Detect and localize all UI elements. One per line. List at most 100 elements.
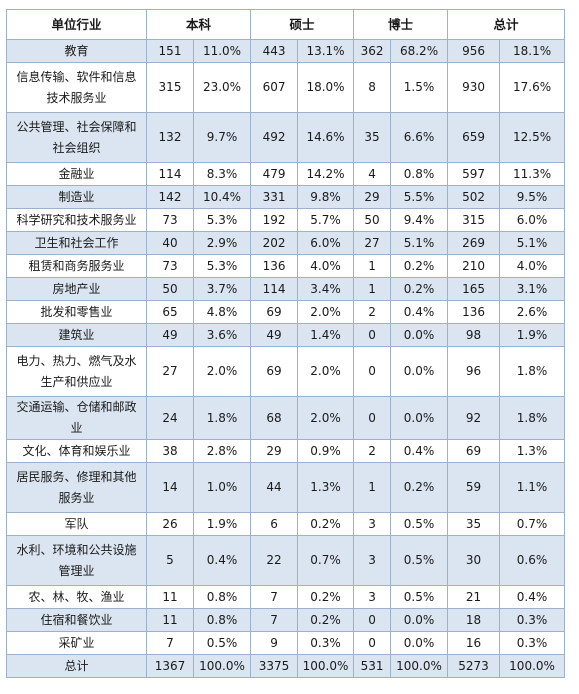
total-count-cell: 35: [447, 512, 501, 536]
table-row: 卫生和社会工作 40 2.9% 202 6.0% 27 5.1% 269 5.1%: [6, 231, 566, 255]
industry-cell: 公共管理、社会保障和社会组织: [6, 112, 147, 163]
master-count-cell: 202: [250, 231, 299, 255]
doctor-count-cell: 29: [353, 185, 392, 209]
total-count-cell: 502: [447, 185, 501, 209]
bachelor-count-cell: 151: [146, 39, 194, 63]
doctor-percent-cell: 0.0%: [390, 346, 449, 397]
total-count-cell: 98: [447, 323, 501, 347]
bachelor-percent-cell: 8.3%: [192, 162, 252, 186]
doctor-count-cell: 1: [353, 254, 392, 278]
bachelor-percent-cell: 11.0%: [192, 39, 252, 63]
doctor-count-cell: 362: [353, 39, 392, 63]
industry-cell: 采矿业: [6, 631, 147, 655]
bachelor-percent-cell: 0.8%: [192, 585, 252, 609]
total-percent-cell: 0.7%: [499, 512, 566, 536]
bachelor-count-cell: 73: [146, 208, 194, 232]
bachelor-count-cell: 40: [146, 231, 194, 255]
employment-by-industry-table: 单位行业 本科 硕士 博士 总计 教育 151 11.0% 443 13.1% 362 68…: [6, 9, 566, 678]
table-header: 单位行业 本科 硕士 博士 总计: [6, 9, 566, 40]
header-bachelor: 本科: [145, 9, 252, 40]
table-row: 信息传输、软件和信息技术服务业 315 23.0% 607 18.0% 8 1.5% 930 1…: [6, 62, 566, 113]
master-percent-cell: 6.0%: [297, 231, 355, 255]
total-percent-cell: 18.1%: [499, 39, 566, 63]
doctor-percent-cell: 0.8%: [390, 162, 449, 186]
total-count-cell: 59: [447, 462, 501, 513]
total-count-cell: 269: [447, 231, 501, 255]
master-percent-cell: 0.7%: [297, 535, 355, 586]
industry-cell: 文化、体育和娱乐业: [6, 439, 147, 463]
total-count-cell: 30: [447, 535, 501, 586]
doctor-percent-cell: 100.0%: [390, 654, 449, 678]
table-row: 房地产业 50 3.7% 114 3.4% 1 0.2% 165 3.1%: [6, 277, 566, 301]
doctor-count-cell: 3: [353, 535, 392, 586]
master-percent-cell: 100.0%: [297, 654, 355, 678]
master-count-cell: 9: [250, 631, 299, 655]
total-count-cell: 659: [447, 112, 501, 163]
master-percent-cell: 2.0%: [297, 300, 355, 324]
bachelor-count-cell: 7: [146, 631, 194, 655]
master-percent-cell: 1.3%: [297, 462, 355, 513]
doctor-count-cell: 531: [353, 654, 392, 678]
bachelor-count-cell: 5: [146, 535, 194, 586]
total-percent-cell: 1.8%: [499, 346, 566, 397]
bachelor-count-cell: 49: [146, 323, 194, 347]
header-total: 总计: [447, 9, 566, 40]
bachelor-percent-cell: 3.6%: [192, 323, 252, 347]
doctor-count-cell: 3: [353, 512, 392, 536]
master-percent-cell: 0.9%: [297, 439, 355, 463]
master-percent-cell: 9.8%: [297, 185, 355, 209]
doctor-count-cell: 50: [353, 208, 392, 232]
doctor-percent-cell: 0.0%: [390, 323, 449, 347]
industry-cell: 总计: [6, 654, 147, 678]
bachelor-percent-cell: 2.0%: [192, 346, 252, 397]
bachelor-percent-cell: 2.8%: [192, 439, 252, 463]
total-count-cell: 956: [447, 39, 501, 63]
total-count-cell: 21: [447, 585, 501, 609]
doctor-count-cell: 1: [353, 462, 392, 513]
bachelor-count-cell: 14: [146, 462, 194, 513]
table-row: 文化、体育和娱乐业 38 2.8% 29 0.9% 2 0.4% 69 1.3%: [6, 439, 566, 463]
total-percent-cell: 0.4%: [499, 585, 566, 609]
bachelor-count-cell: 315: [146, 62, 194, 113]
bachelor-count-cell: 1367: [146, 654, 194, 678]
bachelor-count-cell: 65: [146, 300, 194, 324]
master-percent-cell: 14.2%: [297, 162, 355, 186]
master-percent-cell: 13.1%: [297, 39, 355, 63]
master-count-cell: 29: [250, 439, 299, 463]
total-percent-cell: 100.0%: [499, 654, 566, 678]
doctor-count-cell: 2: [353, 300, 392, 324]
industry-cell: 卫生和社会工作: [6, 231, 147, 255]
industry-cell: 房地产业: [6, 277, 147, 301]
total-count-cell: 69: [447, 439, 501, 463]
table-row: 批发和零售业 65 4.8% 69 2.0% 2 0.4% 136 2.6%: [6, 300, 566, 324]
bachelor-count-cell: 142: [146, 185, 194, 209]
table-row: 住宿和餐饮业 11 0.8% 7 0.2% 0 0.0% 18 0.3%: [6, 608, 566, 632]
total-percent-cell: 1.8%: [499, 396, 566, 440]
master-count-cell: 192: [250, 208, 299, 232]
table-row: 租赁和商务服务业 73 5.3% 136 4.0% 1 0.2% 210 4.0%: [6, 254, 566, 278]
table-body: 教育 151 11.0% 443 13.1% 362 68.2% 956 18.1% 信息传输、软…: [6, 39, 566, 678]
bachelor-percent-cell: 1.0%: [192, 462, 252, 513]
doctor-percent-cell: 5.5%: [390, 185, 449, 209]
bachelor-count-cell: 24: [146, 396, 194, 440]
doctor-count-cell: 27: [353, 231, 392, 255]
industry-cell: 批发和零售业: [6, 300, 147, 324]
master-percent-cell: 2.0%: [297, 346, 355, 397]
doctor-percent-cell: 9.4%: [390, 208, 449, 232]
table-row: 金融业 114 8.3% 479 14.2% 4 0.8% 597 11.3%: [6, 162, 566, 186]
doctor-count-cell: 0: [353, 396, 392, 440]
master-percent-cell: 0.3%: [297, 631, 355, 655]
total-percent-cell: 0.6%: [499, 535, 566, 586]
master-percent-cell: 5.7%: [297, 208, 355, 232]
master-count-cell: 136: [250, 254, 299, 278]
header-industry: 单位行业: [6, 9, 147, 40]
bachelor-percent-cell: 2.9%: [192, 231, 252, 255]
doctor-percent-cell: 0.0%: [390, 631, 449, 655]
doctor-count-cell: 0: [353, 631, 392, 655]
bachelor-percent-cell: 1.9%: [192, 512, 252, 536]
master-count-cell: 607: [250, 62, 299, 113]
table-row: 电力、热力、燃气及水生产和供应业 27 2.0% 69 2.0% 0 0.0% 96 1.8%: [6, 346, 566, 397]
doctor-count-cell: 0: [353, 323, 392, 347]
total-percent-cell: 4.0%: [499, 254, 566, 278]
master-count-cell: 3375: [250, 654, 299, 678]
